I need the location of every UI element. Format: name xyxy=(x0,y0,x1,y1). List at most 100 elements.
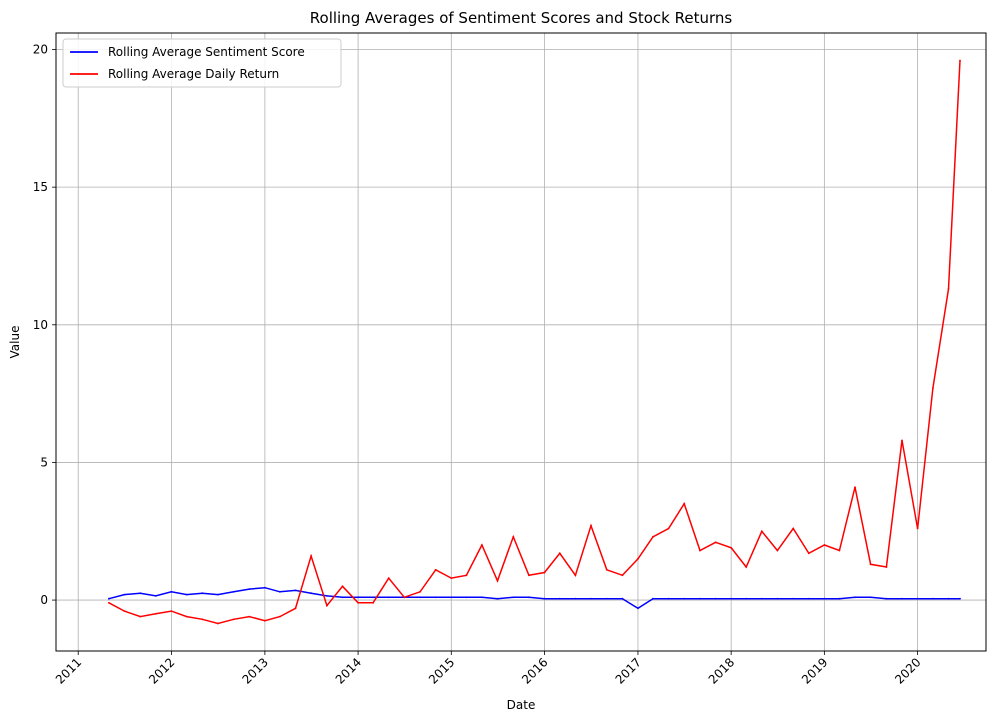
data-point xyxy=(279,590,281,593)
data-point xyxy=(465,596,468,599)
data-point xyxy=(667,527,670,530)
data-point xyxy=(558,552,561,555)
data-point xyxy=(201,618,204,621)
data-point xyxy=(637,607,639,610)
data-point xyxy=(248,588,251,590)
data-point xyxy=(123,610,126,612)
data-point xyxy=(543,597,546,600)
legend: Rolling Average Sentiment Score Rolling A… xyxy=(62,38,342,88)
data-point xyxy=(481,544,483,546)
data-point xyxy=(108,601,110,604)
data-point xyxy=(201,592,204,595)
data-point xyxy=(885,566,888,568)
data-point xyxy=(481,596,483,599)
data-point xyxy=(232,590,235,593)
data-point xyxy=(574,597,577,600)
data-point xyxy=(357,596,359,599)
data-point xyxy=(528,596,530,599)
data-point xyxy=(699,549,701,552)
data-point xyxy=(310,555,312,557)
data-point xyxy=(823,597,826,600)
data-point xyxy=(932,597,934,600)
data-point xyxy=(901,439,903,442)
data-point xyxy=(745,566,748,568)
x-axis-label: Date xyxy=(507,698,536,712)
data-point xyxy=(683,502,686,505)
y-tick-label: 20 xyxy=(33,43,48,57)
data-point xyxy=(154,612,157,615)
data-point xyxy=(760,530,763,533)
data-point xyxy=(248,615,251,618)
y-axis-label: Value xyxy=(8,326,22,359)
data-point xyxy=(217,622,219,625)
data-point xyxy=(745,597,748,600)
data-point xyxy=(528,574,530,577)
data-point xyxy=(294,589,297,592)
y-tick-label: 15 xyxy=(33,180,48,194)
data-point xyxy=(341,585,344,588)
data-point xyxy=(932,387,934,389)
data-point xyxy=(916,527,919,530)
data-point xyxy=(387,577,390,579)
data-point xyxy=(434,596,437,599)
y-tick-label: 5 xyxy=(40,455,48,469)
data-point xyxy=(621,574,624,577)
data-point xyxy=(558,597,561,600)
data-point xyxy=(419,596,421,599)
data-point xyxy=(959,59,961,62)
y-axis: 0 5 10 15 20 xyxy=(33,43,56,607)
data-point xyxy=(465,574,468,577)
data-point xyxy=(590,597,592,600)
data-point xyxy=(512,596,515,599)
data-point xyxy=(947,288,950,290)
y-tick-label: 10 xyxy=(33,318,48,332)
data-point xyxy=(714,597,717,600)
data-point xyxy=(357,601,359,604)
data-point xyxy=(621,597,624,600)
data-point xyxy=(185,615,188,618)
data-point xyxy=(637,557,639,560)
data-point xyxy=(605,568,608,571)
data-point xyxy=(185,593,188,596)
data-point xyxy=(869,563,872,566)
legend-label: Rolling Average Daily Return xyxy=(108,67,279,81)
y-tick-label: 0 xyxy=(40,593,48,607)
data-point xyxy=(869,596,872,599)
data-point xyxy=(838,597,841,600)
grid-lines xyxy=(56,33,986,651)
data-point xyxy=(326,595,328,597)
data-point xyxy=(854,486,856,489)
data-point xyxy=(605,597,608,600)
data-point xyxy=(776,597,779,600)
legend-label: Rolling Average Sentiment Score xyxy=(108,45,305,59)
data-point xyxy=(123,593,126,596)
data-point xyxy=(699,597,701,600)
data-point xyxy=(496,579,499,582)
data-point xyxy=(885,597,888,600)
data-point xyxy=(730,546,733,549)
data-point xyxy=(683,597,686,600)
data-point xyxy=(714,541,717,544)
series-line-0 xyxy=(108,586,960,610)
data-point xyxy=(264,619,266,622)
data-point xyxy=(730,597,733,600)
data-point xyxy=(916,597,919,600)
data-point xyxy=(170,590,173,593)
data-point xyxy=(232,618,235,621)
series-line-1 xyxy=(108,60,961,625)
data-point xyxy=(823,544,826,546)
data-point xyxy=(139,615,142,618)
data-point xyxy=(652,535,654,538)
data-point xyxy=(512,535,515,538)
data-point xyxy=(807,552,810,555)
data-point xyxy=(450,577,453,579)
legend-box xyxy=(62,38,342,88)
data-point xyxy=(543,571,546,574)
data-point xyxy=(807,597,810,600)
data-point xyxy=(372,596,374,599)
data-point xyxy=(959,597,961,600)
data-point xyxy=(652,597,654,600)
data-point xyxy=(854,596,856,599)
